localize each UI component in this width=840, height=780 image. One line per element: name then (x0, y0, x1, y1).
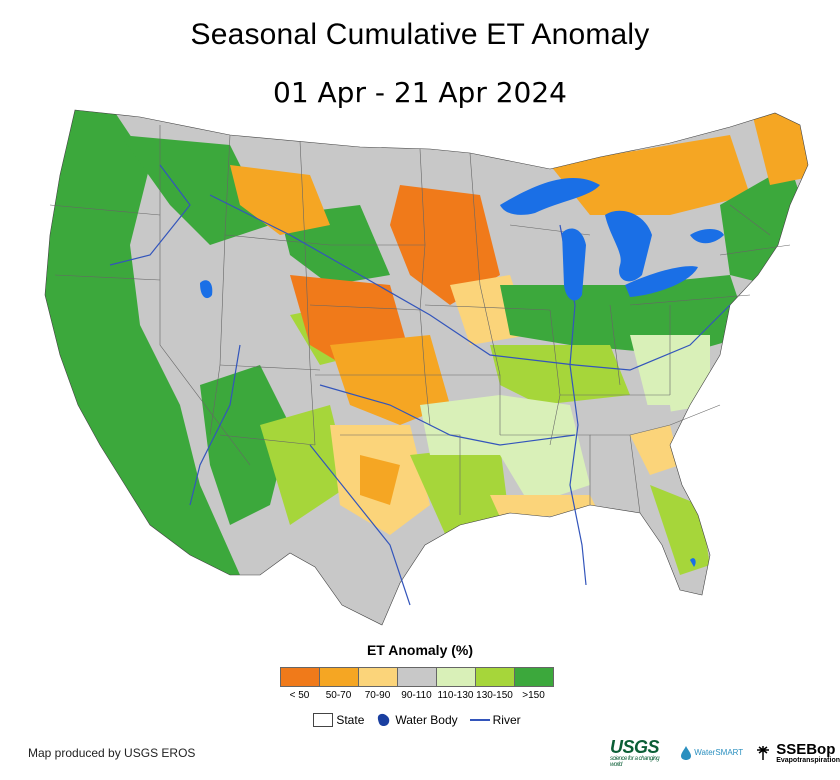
legend-labels: < 50 50-70 70-90 90-110 110-130 130-150 >150 (280, 690, 553, 701)
water-body-swatch-icon (378, 713, 390, 727)
legend-state-label: State (336, 713, 365, 727)
usgs-logo-text: USGS (610, 737, 660, 757)
legend-class-label-6: >150 (522, 690, 545, 701)
lake-huron (605, 210, 652, 282)
usgs-logo: USGS science for a changing world (610, 738, 670, 768)
lake-erie (625, 266, 698, 297)
map-title: Seasonal Cumulative ET Anomaly (190, 18, 650, 51)
legend-river: River (469, 713, 521, 727)
overlay-legend: State Water Body River (0, 712, 840, 728)
lake-okeechobee (690, 558, 696, 567)
ssebop-logo: SSEBop Evapotranspiration (753, 742, 840, 764)
legend-water-body: Water Body (376, 712, 458, 728)
legend-swatch-1 (319, 667, 359, 687)
legend-swatch-6 (514, 667, 554, 687)
ssebop-text: SSEBop (776, 741, 836, 758)
legend-class-label-3: 90-110 (401, 690, 432, 701)
great-salt-lake (200, 280, 213, 299)
legend-swatch-4 (436, 667, 476, 687)
legend-class-label-0: < 50 (289, 690, 310, 701)
ssebop-subtext: Evapotranspiration (776, 757, 840, 764)
lake-michigan (562, 228, 586, 301)
watersmart-logo: WaterSMART (680, 745, 743, 761)
legend-swatch-0 (280, 667, 320, 687)
legend-class-label-2: 70-90 (364, 690, 391, 701)
legend-swatch-5 (475, 667, 515, 687)
windmill-icon (757, 746, 770, 760)
legend-class-label-4: 110-130 (437, 690, 474, 701)
map-date-range: 01 Apr - 21 Apr 2024 (273, 76, 567, 109)
legend-class-label-5: 130-150 (476, 690, 513, 701)
legend-color-bar (280, 667, 554, 687)
lake-ontario (690, 229, 724, 244)
state-swatch-icon (313, 713, 334, 727)
map-credit: Map produced by USGS EROS (28, 746, 196, 760)
legend-swatch-2 (358, 667, 398, 687)
legend-water-body-label: Water Body (395, 713, 458, 727)
legend-state: State (313, 713, 364, 727)
water-bodies (200, 177, 724, 567)
legend-swatch-3 (397, 667, 437, 687)
legend-river-label: River (492, 713, 521, 727)
usgs-tagline: science for a changing world (610, 756, 660, 768)
legend-title: ET Anomaly (%) (366, 642, 474, 658)
lake-superior (500, 177, 600, 215)
et-anomaly-raster (45, 110, 808, 625)
river-swatch-icon (469, 719, 490, 721)
conus-map (30, 105, 820, 635)
map-canvas (44, 109, 809, 626)
rivers (109, 164, 731, 606)
legend-class-label-1: 50-70 (325, 690, 352, 701)
water-drop-icon (681, 746, 692, 760)
logos: USGS science for a changing world WaterS… (610, 738, 840, 768)
watersmart-text: WaterSMART (694, 748, 744, 757)
